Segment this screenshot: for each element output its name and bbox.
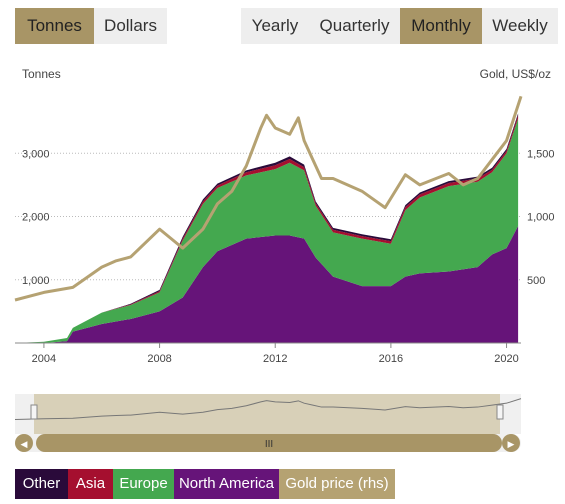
right-tick-label: 500 xyxy=(527,275,545,287)
navigator-selected-range xyxy=(34,394,500,434)
scroll-right-button[interactable] xyxy=(502,434,520,452)
tonnes-button[interactable]: Tonnes xyxy=(15,8,94,44)
dollars-button[interactable]: Dollars xyxy=(94,8,167,44)
chevron-right-icon: ▶ xyxy=(508,439,515,449)
area-north-america xyxy=(15,225,519,343)
quarterly-button[interactable]: Quarterly xyxy=(309,8,400,44)
navigator-mask-right xyxy=(500,394,521,434)
left-tick-label: 1,000 xyxy=(22,275,50,287)
x-tick-label: 2020 xyxy=(494,353,518,365)
weekly-button[interactable]: Weekly xyxy=(482,8,558,44)
scrollbar-grip-icon: III xyxy=(265,439,273,450)
area-europe xyxy=(15,118,519,344)
right-axis-label: Gold, US$/oz xyxy=(480,67,551,81)
monthly-button[interactable]: Monthly xyxy=(400,8,482,44)
stacked-areas xyxy=(15,113,519,344)
legend-item-gold-price[interactable]: Gold price (rhs) xyxy=(279,469,395,499)
left-tick-label: 3,000 xyxy=(22,148,50,160)
left-tick-label: 2,000 xyxy=(22,212,50,224)
right-tick-label: 1,500 xyxy=(527,148,555,160)
scroll-left-button[interactable] xyxy=(15,434,33,452)
chevron-left-icon: ◀ xyxy=(21,439,28,449)
left-axis-label: Tonnes xyxy=(22,67,61,81)
navigator-left-handle[interactable] xyxy=(30,404,38,420)
x-axis-ticks: 2004 2008 2012 2016 2020 xyxy=(32,343,519,365)
navigator-series-line xyxy=(14,398,522,420)
left-axis-ticks: 1,000 2,000 3,000 xyxy=(22,148,50,287)
legend-item-europe[interactable]: Europe xyxy=(113,469,174,499)
x-tick-label: 2016 xyxy=(379,353,403,365)
chart: Tonnes Gold, US$/oz 2004 2008 2012 2016 2020… xyxy=(14,67,555,452)
x-tick-label: 2004 xyxy=(32,353,56,365)
x-tick-label: 2008 xyxy=(147,353,171,365)
legend-item-north-america[interactable]: North America xyxy=(174,469,279,499)
legend-item-asia[interactable]: Asia xyxy=(68,469,113,499)
navigator-right-handle[interactable] xyxy=(496,404,504,420)
scrollbar-thumb[interactable] xyxy=(36,434,502,452)
navigator-mask-left xyxy=(15,394,34,434)
gold-price-line xyxy=(14,95,523,302)
x-tick-label: 2012 xyxy=(263,353,287,365)
legend-item-other[interactable]: Other xyxy=(15,469,68,499)
range-navigator[interactable]: III ◀ ▶ xyxy=(14,394,522,452)
right-axis-ticks: 500 1,000 1,500 xyxy=(527,148,555,287)
yearly-button[interactable]: Yearly xyxy=(241,8,309,44)
right-tick-label: 1,000 xyxy=(527,212,555,224)
